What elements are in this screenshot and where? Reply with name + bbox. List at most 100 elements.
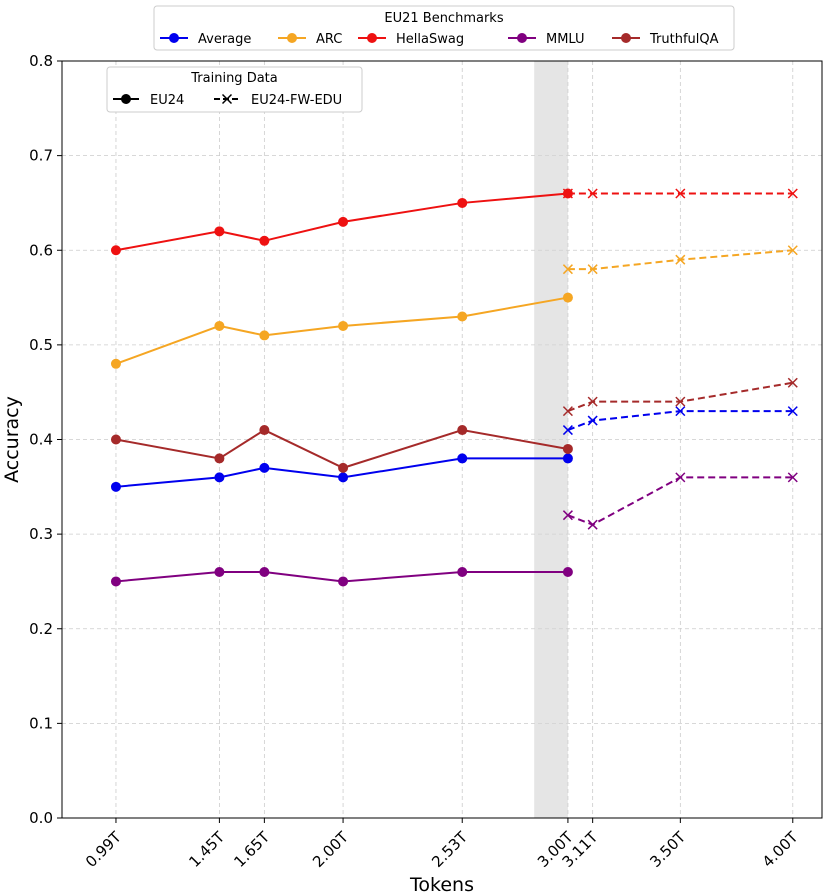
legend-label-mmlu: MMLU [546,32,585,47]
data-point-truthfulqa-eu24 [562,443,573,454]
x-marker-stroke [587,519,598,530]
data-point-arc-eu24 [110,358,121,369]
data-point-average-eu24 [457,453,468,464]
x-marker-stroke [562,510,573,521]
legend-marker-mmlu [517,33,527,43]
data-point-average-eu24 [259,462,270,473]
series-hellaswag [110,188,798,256]
x-tick-label: 2.53T [428,828,471,871]
series-line-mmlu-fwedu [567,476,793,526]
data-point-truthfulqa-fwedu [562,406,573,417]
data-point-mmlu-eu24 [110,576,121,587]
data-point-average-fwedu [675,406,686,417]
data-point-hellaswag-eu24 [214,226,225,237]
data-point-arc-eu24 [338,320,349,331]
data-point-hellaswag-fwedu [787,188,798,199]
y-tick-label: 0.4 [29,431,53,449]
x-marker-stroke [675,396,686,407]
legend-marker-average [169,33,179,43]
training-legend-box [106,66,363,113]
y-tick-label: 0.2 [29,620,53,638]
x-marker-stroke [587,396,598,407]
series-line-truthfulqa-eu24 [115,428,569,469]
series-group [110,188,798,587]
data-point-hellaswag-fwedu [587,188,598,199]
series-arc [110,245,798,369]
data-point-average-fwedu [587,415,598,426]
series-truthfulqa [110,377,798,473]
x-marker-stroke [587,188,598,199]
data-point-mmlu-eu24 [259,566,270,577]
data-point-arc-fwedu [562,264,573,275]
data-point-arc-fwedu [675,254,686,265]
x-marker-stroke [587,415,598,426]
x-marker-stroke [587,264,598,275]
data-point-arc-eu24 [457,311,468,322]
x-tick-label: 0.99T [82,828,125,871]
data-point-average-eu24 [562,453,573,464]
data-point-average-eu24 [110,481,121,492]
data-point-average-fwedu [787,406,798,417]
y-tick-label: 0.3 [29,525,53,543]
x-marker-stroke [562,264,573,275]
legend-label-fwedu: EU24-FW-EDU [251,93,342,108]
legend-marker-eu24 [121,94,131,104]
data-point-hellaswag-eu24 [338,216,349,227]
shaded-region [534,61,568,818]
data-point-arc-eu24 [214,320,225,331]
y-tick-label: 0.1 [29,714,53,732]
training-legend-entries: EU24 EU24-FW-EDU [113,93,342,108]
data-point-hellaswag-eu24 [457,197,468,208]
legend-marker-fwedu [221,93,233,105]
data-point-mmlu-eu24 [214,566,225,577]
data-point-truthfulqa-eu24 [259,425,270,436]
series-line-arc-fwedu [567,249,793,271]
series-line-average-eu24 [115,457,568,488]
x-tick-label: 1.45T [185,828,228,871]
training-legend-title: Training Data [190,71,277,86]
legend-label-truthfulqa: TruthfulQA [649,32,719,47]
shaded-region-group [534,61,568,818]
x-marker-stroke [675,472,686,483]
data-point-hellaswag-fwedu [562,188,573,199]
axes: 0.0 0.1 0.2 0.3 0.4 0.5 0.6 0.7 0.8 0.99T 1.45T 1.6… [29,52,802,871]
data-point-truthfulqa-fwedu [787,377,798,388]
x-tick-label: 2.00T [309,828,352,871]
x-marker-stroke [787,406,798,417]
y-tick-label: 0.6 [29,241,53,259]
y-axis-title: Accuracy [1,396,23,483]
x-axis-title: Tokens [409,874,474,896]
series-average [110,406,798,492]
benchmarks-legend: EU21 Benchmarks Average ARC HellaSwag MMLU T… [153,5,735,51]
data-point-mmlu-fwedu [675,472,686,483]
legend-label-average: Average [198,32,251,47]
data-point-arc-fwedu [587,264,598,275]
data-point-truthfulqa-fwedu [675,396,686,407]
data-point-average-fwedu [562,425,573,436]
y-tick-label: 0.5 [29,336,53,354]
x-marker-stroke [562,425,573,436]
series-mmlu [110,472,798,587]
data-point-arc-fwedu [787,245,798,256]
x-tick-label: 1.65T [230,828,273,871]
x-marker-stroke [221,93,233,105]
legend-label-eu24: EU24 [150,93,184,108]
data-point-average-eu24 [338,472,349,483]
data-point-mmlu-fwedu [787,472,798,483]
grid-lines [62,60,822,819]
x-marker-stroke [562,188,573,199]
y-tick-label: 0.0 [29,809,53,827]
benchmarks-legend-entries: Average ARC HellaSwag MMLU TruthfulQA [160,32,719,47]
legend-label-hellaswag: HellaSwag [396,32,464,47]
legend-marker-hellaswag [367,33,377,43]
data-point-hellaswag-eu24 [110,245,121,256]
data-point-mmlu-fwedu [587,519,598,530]
data-point-mmlu-eu24 [457,566,468,577]
x-marker-stroke [787,472,798,483]
data-point-average-eu24 [214,472,225,483]
x-tick-label: 4.00T [759,828,802,871]
data-point-truthfulqa-eu24 [110,434,121,445]
data-point-hellaswag-fwedu [675,188,686,199]
y-tick-label: 0.8 [29,52,53,70]
